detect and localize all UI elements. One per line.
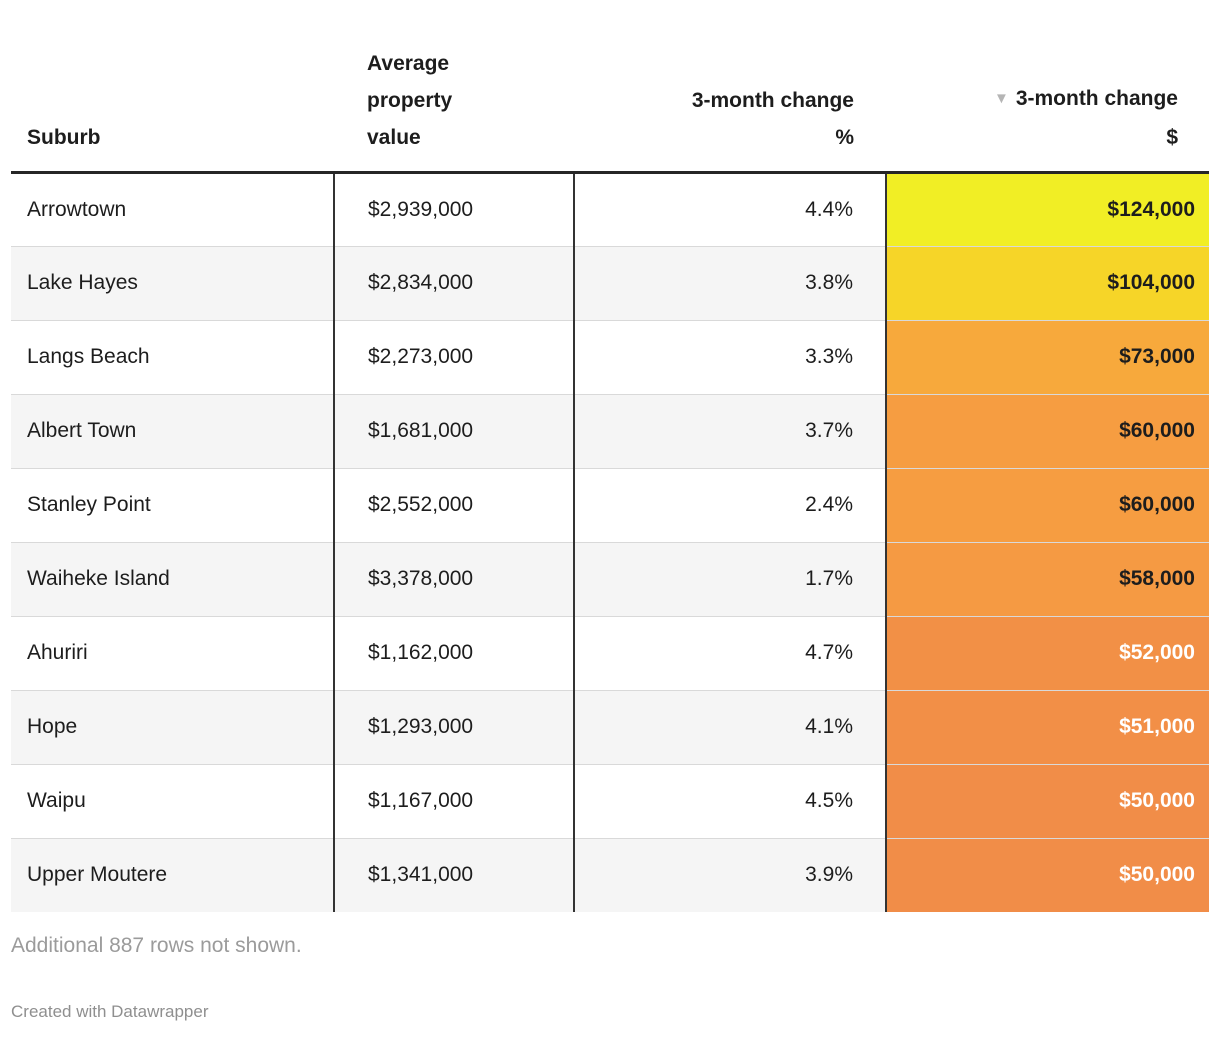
col-header-3-month-change-pct[interactable]: 3-month change % (574, 0, 886, 174)
avg-property-value-cell: $1,167,000 (333, 763, 574, 838)
col-header-label: % (835, 125, 854, 149)
change-pct-cell: 1.7% (573, 541, 886, 616)
avg-property-value-cell: $2,273,000 (333, 319, 574, 394)
col-header-3-month-change-dollar[interactable]: ▼ 3-month change $ (886, 0, 1209, 174)
suburb-cell: Stanley Point (11, 467, 334, 542)
change-pct-cell: 4.5% (573, 763, 886, 838)
suburb-cell: Ahuriri (11, 615, 334, 690)
suburb-cell: Waipu (11, 763, 334, 838)
col-header-label: property (367, 88, 453, 112)
table-row: Lake Hayes $2,834,000 3.8% $104,000 (11, 245, 1209, 320)
change-pct-cell: 4.4% (573, 172, 886, 246)
change-pct-cell: 3.9% (573, 837, 886, 912)
change-pct-cell: 2.4% (573, 467, 886, 542)
change-dollar-cell: $50,000 (885, 837, 1209, 912)
col-header-suburb[interactable]: Suburb (11, 0, 334, 174)
table-row: Waipu $1,167,000 4.5% $50,000 (11, 763, 1209, 838)
table-row: Hope $1,293,000 4.1% $51,000 (11, 689, 1209, 764)
col-header-label: Suburb (27, 125, 101, 149)
col-header-label: $ (1166, 125, 1178, 149)
table-row: Langs Beach $2,273,000 3.3% $73,000 (11, 319, 1209, 394)
col-header-label: Average (367, 51, 450, 75)
suburb-cell: Langs Beach (11, 319, 334, 394)
table-row: Albert Town $1,681,000 3.7% $60,000 (11, 393, 1209, 468)
suburb-cell: Lake Hayes (11, 245, 334, 320)
avg-property-value-cell: $1,293,000 (333, 689, 574, 764)
avg-property-value-cell: $1,162,000 (333, 615, 574, 690)
suburb-cell: Hope (11, 689, 334, 764)
avg-property-value-cell: $3,378,000 (333, 541, 574, 616)
change-dollar-cell: $51,000 (885, 689, 1209, 764)
table-row: Arrowtown $2,939,000 4.4% $124,000 (11, 172, 1209, 246)
avg-property-value-cell: $1,681,000 (333, 393, 574, 468)
change-pct-cell: 4.7% (573, 615, 886, 690)
suburb-cell: Albert Town (11, 393, 334, 468)
rows-not-shown-note: Additional 887 rows not shown. (11, 934, 302, 957)
col-header-label: 3-month change (691, 88, 854, 112)
datawrapper-credit: Created with Datawrapper (11, 1002, 209, 1021)
table-row: Waiheke Island $3,378,000 1.7% $58,000 (11, 541, 1209, 616)
sort-descending-icon[interactable]: ▼ (993, 89, 1009, 107)
change-dollar-cell: $60,000 (885, 393, 1209, 468)
change-pct-cell: 4.1% (573, 689, 886, 764)
avg-property-value-cell: $2,834,000 (333, 245, 574, 320)
data-table: Suburb Average property value 3-month ch… (11, 0, 1209, 912)
change-dollar-cell: $60,000 (885, 467, 1209, 542)
change-pct-cell: 3.7% (573, 393, 886, 468)
change-dollar-cell: $124,000 (885, 172, 1209, 246)
avg-property-value-cell: $2,939,000 (333, 172, 574, 246)
change-dollar-cell: $52,000 (885, 615, 1209, 690)
suburb-cell: Arrowtown (27, 197, 127, 221)
col-header-label: value (367, 125, 421, 149)
change-dollar-cell: $50,000 (885, 763, 1209, 838)
change-dollar-cell: $58,000 (885, 541, 1209, 616)
suburb-cell: Waiheke Island (11, 541, 334, 616)
change-dollar-cell: $104,000 (885, 245, 1209, 320)
change-dollar-cell: $73,000 (885, 319, 1209, 394)
col-header-average-property-value[interactable]: Average property value (334, 0, 574, 174)
table-row: Upper Moutere $1,341,000 3.9% $50,000 (11, 837, 1209, 912)
col-header-label: 3-month change (1015, 86, 1178, 110)
table-row: Stanley Point $2,552,000 2.4% $60,000 (11, 467, 1209, 542)
header-row: Suburb Average property value 3-month ch… (11, 0, 1209, 174)
table-row: Ahuriri $1,162,000 4.7% $52,000 (11, 615, 1209, 690)
avg-property-value-cell: $2,552,000 (333, 467, 574, 542)
table-body: Arrowtown $2,939,000 4.4% $124,000 Lake … (11, 172, 1209, 912)
change-pct-cell: 3.8% (573, 245, 886, 320)
change-pct-cell: 3.3% (573, 319, 886, 394)
avg-property-value-cell: $1,341,000 (333, 837, 574, 912)
suburb-cell: Upper Moutere (11, 837, 334, 912)
